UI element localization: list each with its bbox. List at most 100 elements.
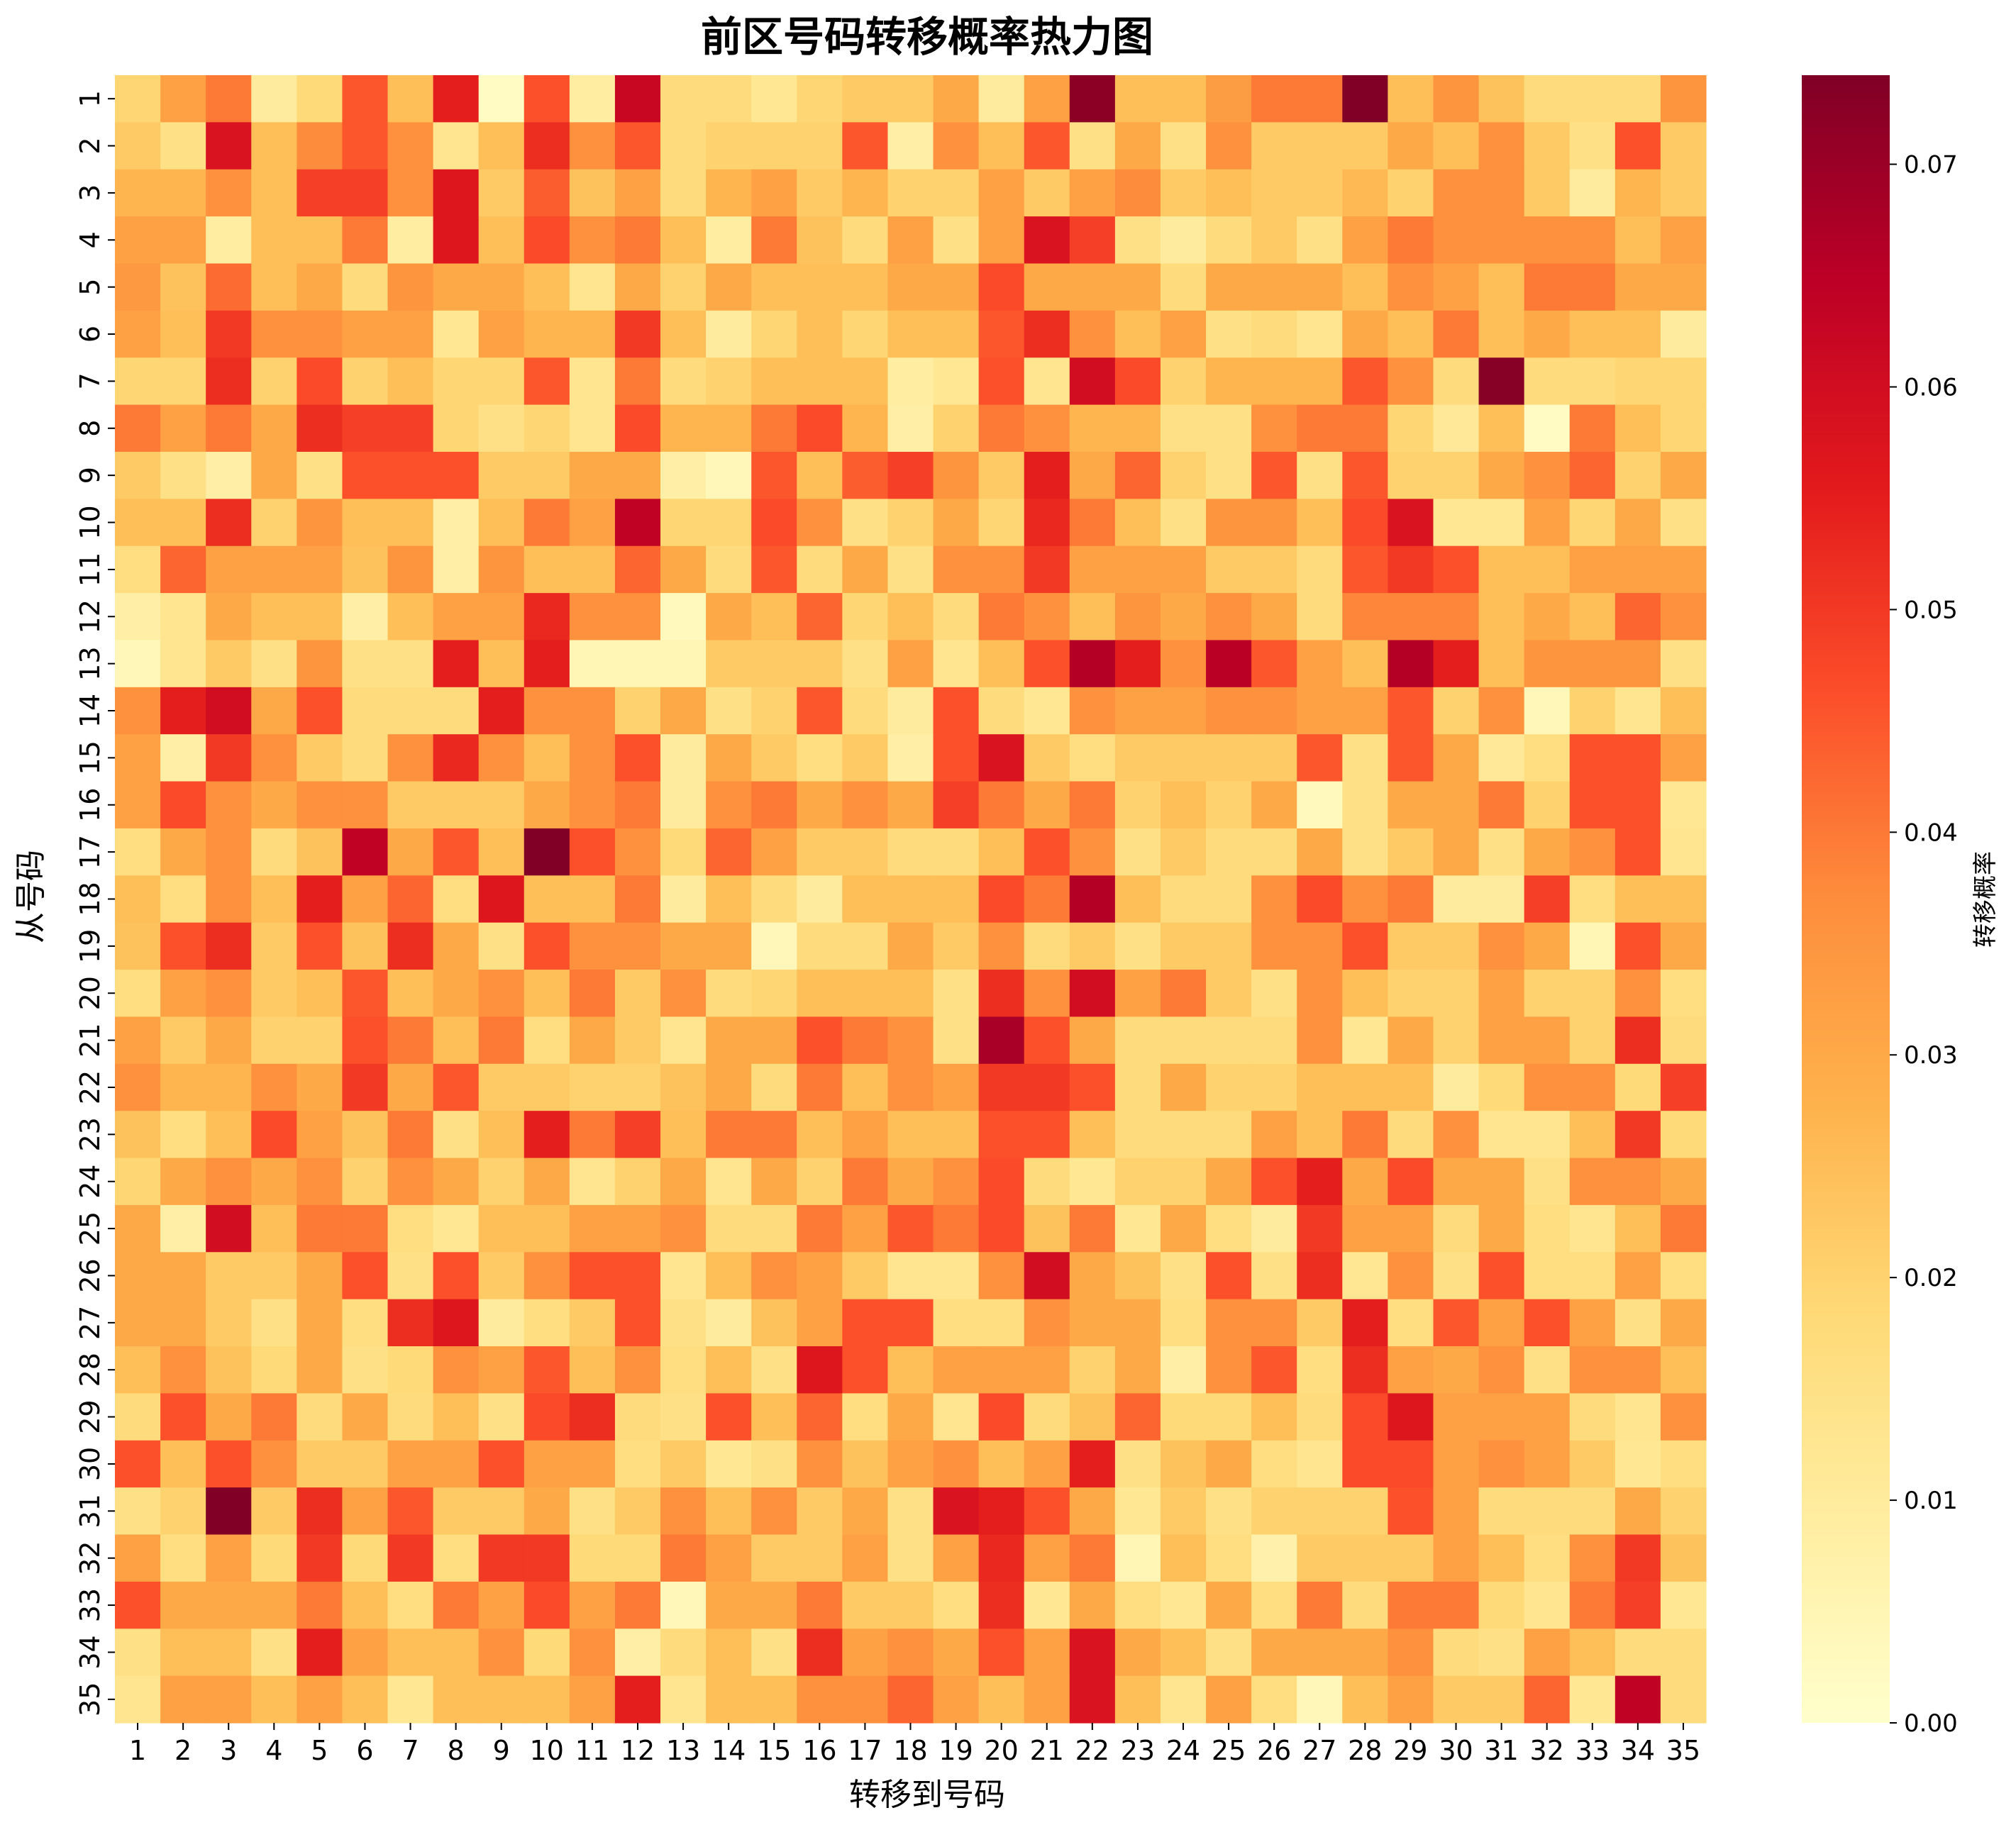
- heatmap-cell: [1024, 499, 1070, 547]
- heatmap-cell: [1297, 640, 1343, 688]
- heatmap-cell: [797, 1111, 843, 1159]
- heatmap-cell: [1660, 75, 1707, 123]
- heatmap-cell: [1478, 1346, 1525, 1394]
- heatmap-cell: [115, 404, 161, 453]
- heatmap-cell: [297, 828, 343, 876]
- heatmap-cell: [342, 1299, 389, 1347]
- heatmap-cell: [115, 734, 161, 782]
- heatmap-cell: [751, 1629, 797, 1677]
- heatmap-cell: [706, 875, 752, 923]
- heatmap-cell: [842, 499, 889, 547]
- heatmap-cell: [797, 1487, 843, 1536]
- heatmap-cell: [342, 1440, 389, 1488]
- heatmap-cell: [433, 216, 480, 265]
- heatmap-cell: [1660, 922, 1707, 970]
- heatmap-cell: [206, 970, 252, 1018]
- heatmap-cell: [706, 1158, 752, 1206]
- heatmap-cell: [1251, 499, 1297, 547]
- heatmap-cell: [933, 216, 980, 265]
- heatmap-cell: [251, 75, 297, 123]
- heatmap-cell: [1660, 1158, 1707, 1206]
- heatmap-cell: [115, 75, 161, 123]
- heatmap-cell: [1069, 216, 1116, 265]
- heatmap-cell: [933, 593, 980, 641]
- heatmap-cell: [933, 1487, 980, 1536]
- heatmap-cell: [115, 1111, 161, 1159]
- heatmap-cell: [1069, 734, 1116, 782]
- heatmap-cell: [797, 451, 843, 499]
- heatmap-cell: [160, 1534, 206, 1582]
- heatmap-cell: [206, 1487, 252, 1536]
- y-tick-label: 29: [74, 1399, 106, 1433]
- heatmap-cell: [251, 1393, 297, 1441]
- x-tick-label: 9: [493, 1735, 510, 1766]
- heatmap-cell: [1114, 404, 1161, 453]
- heatmap-cell: [614, 1158, 661, 1206]
- heatmap-cell: [1160, 75, 1207, 123]
- heatmap-cell: [933, 1299, 980, 1347]
- heatmap-cell: [614, 1204, 661, 1253]
- heatmap-cell: [842, 1111, 889, 1159]
- heatmap-cell: [115, 122, 161, 170]
- heatmap-cell: [1524, 1252, 1571, 1300]
- heatmap-cell: [842, 640, 889, 688]
- heatmap-cell: [797, 970, 843, 1018]
- heatmap-cell: [1433, 1252, 1480, 1300]
- heatmap-cell: [1297, 1440, 1343, 1488]
- heatmap-cell: [297, 1440, 343, 1488]
- heatmap-cell: [1206, 1299, 1252, 1347]
- heatmap-cell: [1297, 593, 1343, 641]
- heatmap-cell: [1251, 1675, 1297, 1724]
- heatmap-cell: [1388, 357, 1434, 406]
- heatmap-cell: [1160, 1252, 1207, 1300]
- heatmap-cell: [1114, 216, 1161, 265]
- heatmap-cell: [751, 593, 797, 641]
- heatmap-cell: [1569, 404, 1616, 453]
- heatmap-cell: [797, 357, 843, 406]
- heatmap-cell: [1342, 640, 1388, 688]
- heatmap-cell: [478, 687, 525, 735]
- heatmap-cell: [569, 640, 616, 688]
- heatmap-cell: [1114, 1111, 1161, 1159]
- heatmap-cell: [933, 1440, 980, 1488]
- heatmap-cell: [978, 828, 1025, 876]
- heatmap-cell: [887, 1393, 934, 1441]
- heatmap-cell: [842, 734, 889, 782]
- heatmap-cell: [387, 640, 434, 688]
- colorbar-tick-label: 0.04: [1904, 819, 1958, 847]
- heatmap-cell: [1569, 1675, 1616, 1724]
- heatmap-cell: [1160, 734, 1207, 782]
- heatmap-cell: [1615, 499, 1661, 547]
- heatmap-cell: [660, 1111, 707, 1159]
- heatmap-cell: [887, 1299, 934, 1347]
- heatmap-cell: [706, 640, 752, 688]
- heatmap-cell: [1524, 1581, 1571, 1629]
- x-tick-label: 28: [1348, 1735, 1382, 1766]
- heatmap-cell: [1160, 499, 1207, 547]
- heatmap-cell: [251, 1629, 297, 1677]
- heatmap-cell: [751, 1158, 797, 1206]
- heatmap-cell: [1615, 922, 1661, 970]
- heatmap-cell: [1660, 545, 1707, 594]
- heatmap-cell: [1433, 1440, 1480, 1488]
- heatmap-cell: [660, 1487, 707, 1536]
- heatmap-cell: [115, 875, 161, 923]
- heatmap-cell: [660, 499, 707, 547]
- heatmap-cell: [660, 75, 707, 123]
- heatmap-cell: [1206, 687, 1252, 735]
- heatmap-cell: [1251, 545, 1297, 594]
- heatmap-cell: [1388, 1346, 1434, 1394]
- heatmap-cell: [1433, 875, 1480, 923]
- x-tick-label: 6: [356, 1735, 373, 1766]
- heatmap-cell: [1069, 404, 1116, 453]
- colorbar-tick-label: 0.01: [1904, 1487, 1958, 1515]
- heatmap-cell: [887, 734, 934, 782]
- heatmap-cell: [1524, 875, 1571, 923]
- heatmap-cell: [1160, 1111, 1207, 1159]
- heatmap-cell: [1206, 1487, 1252, 1536]
- heatmap-cell: [1388, 781, 1434, 829]
- heatmap-cell: [387, 1346, 434, 1394]
- heatmap-cell: [1251, 1440, 1297, 1488]
- heatmap-cell: [1660, 781, 1707, 829]
- heatmap-cell: [251, 875, 297, 923]
